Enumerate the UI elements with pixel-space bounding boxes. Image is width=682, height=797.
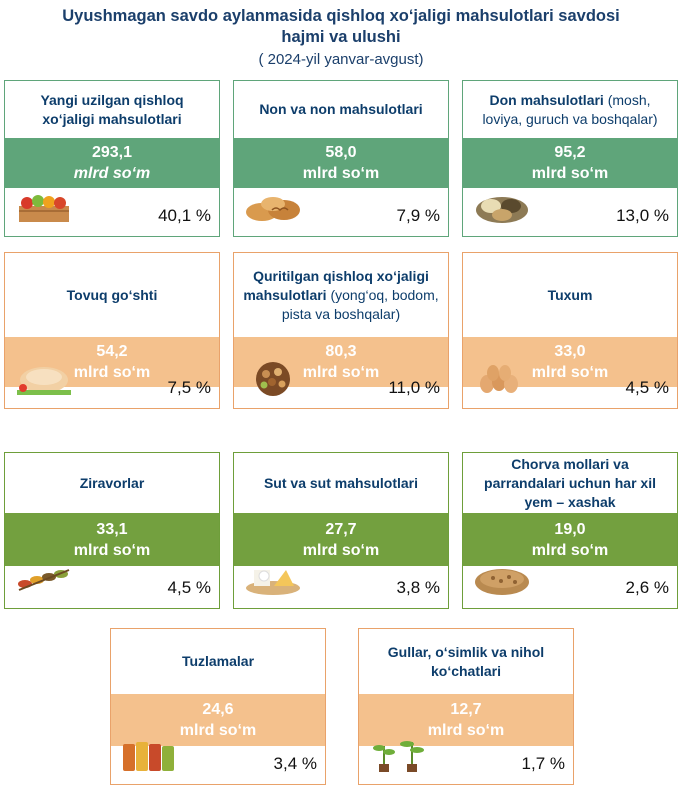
unit-label: mlrd so‘m (531, 165, 609, 182)
value-band: 19,0 mlrd so‘m (463, 513, 677, 566)
share-percent: 40,1 % (158, 206, 211, 225)
feed-pellets-icon (475, 569, 529, 595)
category-label: Yangi uzilgan qishloq xo‘jaligi mahsulot… (5, 81, 219, 138)
category-label: Gullar, o‘simlik va nihol ko‘chatlari (359, 629, 573, 694)
category-label-bold: Gullar, o‘simlik va nihol ko‘chatlari (387, 643, 545, 679)
value-band: 12,7 mlrd so‘m (359, 694, 573, 746)
value-label: 58,0 (325, 144, 357, 161)
category-card: Ziravorlar 33,1 mlrd so‘m 4,5 % (4, 452, 220, 609)
category-card: Tovuq go‘shti 54,2 mlrd so‘m 7,5 % (4, 252, 220, 409)
category-card: Tuzlamalar 24,6 mlrd so‘m 3,4 % (110, 628, 326, 785)
unit-label: mlrd so‘m (531, 541, 609, 559)
value-band: 95,2 mlrd so‘m (463, 138, 677, 188)
pickle-jars-icon (123, 742, 174, 771)
share-percent: 11,0 % (388, 378, 440, 397)
unit-label: mlrd so‘m (73, 541, 151, 559)
category-label-detail: (yong‘oq, bodom, pista va boshqalar) (281, 286, 439, 322)
value-band: 58,0 mlrd so‘m (234, 138, 448, 188)
category-label-bold: Non va non mahsulotlari (259, 101, 423, 117)
category-card: Quritilgan qishloq xo‘jaligi mahsulotlar… (233, 252, 449, 409)
category-label: Quritilgan qishloq xo‘jaligi mahsulotlar… (234, 253, 448, 337)
share-percent: 2,6 % (625, 578, 669, 597)
category-label-bold: Tuxum (547, 286, 593, 303)
value-label: 80,3 (325, 343, 357, 360)
nuts-icon (256, 362, 290, 396)
value-band: 27,7 mlrd so‘m (234, 513, 448, 566)
share-percent: 13,0 % (616, 206, 669, 225)
share-percent: 4,5 % (625, 378, 669, 397)
category-label-bold: Chorva mollari va parrandalari uchun har… (484, 455, 656, 510)
value-band: 33,1 mlrd so‘m (5, 513, 219, 566)
share-percent: 7,9 % (396, 206, 440, 225)
category-card: Don mahsulotlari (mosh, loviya, guruch v… (462, 80, 678, 237)
category-label-bold: Don mahsulotlari (489, 91, 604, 108)
value-label: 24,6 (202, 701, 234, 718)
value-label: 12,7 (450, 701, 482, 718)
spices-icon (18, 569, 70, 591)
category-label-detail: (mosh, loviya, guruch va boshqalar) (482, 91, 658, 127)
category-card: Sut va sut mahsulotlari 27,7 mlrd so‘m 3,8 … (233, 452, 449, 609)
vegetable-crate-icon (19, 195, 69, 222)
value-label: 95,2 (554, 144, 586, 161)
share-percent: 4,5 % (167, 578, 211, 597)
seedlings-icon (373, 741, 424, 772)
value-label: 27,7 (325, 520, 357, 538)
value-label: 19,0 (554, 520, 586, 538)
category-card: Gullar, o‘simlik va nihol ko‘chatlari 12,… (358, 628, 574, 785)
category-label: Sut va sut mahsulotlari (234, 453, 448, 513)
category-label-bold: Quritilgan qishloq xo‘jaligi mahsulotlar… (243, 267, 429, 303)
category-card: Tuxum 33,0 mlrd so‘m 4,5 % (462, 252, 678, 409)
value-label: 54,2 (96, 343, 128, 360)
category-card: Yangi uzilgan qishloq xo‘jaligi mahsulot… (4, 80, 220, 237)
value-label: 293,1 (91, 144, 133, 161)
grain-sacks-icon (476, 197, 528, 223)
category-label: Chorva mollari va parrandalari uchun har… (463, 453, 677, 513)
unit-label: mlrd so‘m (73, 364, 151, 381)
value-band: 24,6 mlrd so‘m (111, 694, 325, 746)
category-card: Non va non mahsulotlari 58,0 mlrd so‘m 7,9 … (233, 80, 449, 237)
bread-icon (246, 197, 300, 221)
unit-label: mlrd so‘m (73, 165, 151, 182)
value-band: 54,2 mlrd so‘m (5, 337, 219, 387)
share-percent: 1,7 % (521, 754, 565, 773)
category-label: Tuzlamalar (111, 629, 325, 694)
value-band: 293,1 mlrd so‘m (5, 138, 219, 188)
category-label: Tovuq go‘shti (5, 253, 219, 337)
category-label-bold: Ziravorlar (79, 474, 145, 491)
share-percent: 7,5 % (167, 378, 211, 397)
page-title: Uyushmagan savdo aylanmasida qishloq xo‘… (62, 7, 620, 46)
share-percent: 3,8 % (396, 578, 440, 597)
eggs-icon (480, 365, 518, 393)
share-percent: 3,4 % (273, 754, 317, 773)
category-label-bold: Tovuq go‘shti (66, 286, 158, 303)
category-label-bold: Yangi uzilgan qishloq xo‘jaligi mahsulot… (40, 91, 184, 127)
category-label: Tuxum (463, 253, 677, 337)
value-label: 33,0 (554, 343, 586, 360)
chicken-icon (17, 367, 71, 395)
category-label-bold: Sut va sut mahsulotlari (263, 474, 419, 491)
unit-label: mlrd so‘m (302, 165, 380, 182)
dairy-icon (246, 570, 300, 595)
unit-label: mlrd so‘m (302, 541, 380, 559)
page-subtitle: ( 2024-yil yanvar-avgust) (258, 51, 424, 68)
unit-label: mlrd so‘m (531, 364, 609, 381)
unit-label: mlrd so‘m (302, 364, 380, 381)
unit-label: mlrd so‘m (179, 722, 257, 739)
unit-label: mlrd so‘m (427, 722, 505, 739)
category-label-bold: Tuzlamalar (181, 653, 255, 669)
category-label: Non va non mahsulotlari (234, 81, 448, 138)
category-label: Don mahsulotlari (mosh, loviya, guruch v… (463, 81, 677, 138)
category-label: Ziravorlar (5, 453, 219, 513)
value-label: 33,1 (96, 520, 128, 538)
category-card: Chorva mollari va parrandalari uchun har… (462, 452, 678, 609)
